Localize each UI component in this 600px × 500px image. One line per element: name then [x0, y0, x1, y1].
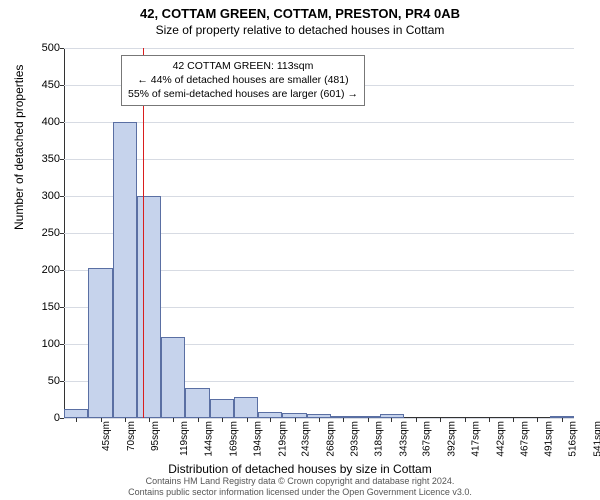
gridline — [64, 48, 574, 49]
ytick-mark — [60, 196, 64, 197]
xtick-label: 243sqm — [301, 421, 312, 457]
chart-subtitle: Size of property relative to detached ho… — [0, 23, 600, 37]
xtick-mark — [537, 418, 538, 422]
xtick-label: 367sqm — [422, 421, 433, 457]
histogram-bar — [64, 409, 88, 418]
xtick-mark — [343, 418, 344, 422]
xtick-mark — [416, 418, 417, 422]
footer-line-2: Contains public sector information licen… — [0, 487, 600, 498]
ytick-label: 450 — [20, 79, 60, 91]
ytick-label: 100 — [20, 338, 60, 350]
histogram-bar — [137, 196, 161, 418]
xtick-label: 169sqm — [228, 421, 239, 457]
histogram-bar — [161, 337, 185, 418]
xtick-mark — [319, 418, 320, 422]
xtick-mark — [76, 418, 77, 422]
ytick-label: 0 — [20, 412, 60, 424]
xtick-mark — [295, 418, 296, 422]
ytick-label: 350 — [20, 153, 60, 165]
plot-area: 05010015020025030035040045050045sqm70sqm… — [64, 48, 574, 418]
xtick-mark — [368, 418, 369, 422]
ytick-mark — [60, 307, 64, 308]
ytick-mark — [60, 122, 64, 123]
xtick-label: 219sqm — [277, 421, 288, 457]
ytick-label: 400 — [20, 116, 60, 128]
title-block: 42, COTTAM GREEN, COTTAM, PRESTON, PR4 0… — [0, 0, 600, 37]
xtick-label: 45sqm — [101, 421, 112, 451]
xtick-mark — [513, 418, 514, 422]
ytick-mark — [60, 270, 64, 271]
histogram-bar — [113, 122, 137, 418]
xtick-mark — [222, 418, 223, 422]
xtick-mark — [562, 418, 563, 422]
xtick-mark — [440, 418, 441, 422]
xtick-mark — [125, 418, 126, 422]
footer-line-1: Contains HM Land Registry data © Crown c… — [0, 476, 600, 487]
xtick-label: 417sqm — [471, 421, 482, 457]
xtick-label: 541sqm — [592, 421, 600, 457]
x-axis-label: Distribution of detached houses by size … — [0, 462, 600, 476]
xtick-label: 467sqm — [520, 421, 531, 457]
ytick-label: 300 — [20, 190, 60, 202]
ytick-mark — [60, 418, 64, 419]
xtick-mark — [489, 418, 490, 422]
ytick-label: 150 — [20, 301, 60, 313]
xtick-label: 318sqm — [374, 421, 385, 457]
ytick-label: 500 — [20, 42, 60, 54]
xtick-label: 442sqm — [495, 421, 506, 457]
xtick-mark — [198, 418, 199, 422]
gridline — [64, 122, 574, 123]
xtick-label: 293sqm — [350, 421, 361, 457]
xtick-label: 491sqm — [543, 421, 554, 457]
annotation-line: 42 COTTAM GREEN: 113sqm — [128, 59, 358, 73]
xtick-mark — [391, 418, 392, 422]
histogram-bar — [234, 397, 258, 418]
ytick-mark — [60, 85, 64, 86]
chart-title: 42, COTTAM GREEN, COTTAM, PRESTON, PR4 0… — [0, 6, 600, 21]
xtick-label: 194sqm — [253, 421, 264, 457]
xtick-label: 268sqm — [325, 421, 336, 457]
annotation-box: 42 COTTAM GREEN: 113sqm← 44% of detached… — [121, 55, 365, 106]
xtick-mark — [149, 418, 150, 422]
xtick-label: 119sqm — [179, 421, 190, 456]
xtick-label: 70sqm — [126, 421, 137, 451]
xtick-label: 516sqm — [568, 421, 579, 457]
histogram-chart: 05010015020025030035040045050045sqm70sqm… — [64, 48, 574, 418]
annotation-line: 55% of semi-detached houses are larger (… — [128, 87, 358, 101]
histogram-bar — [88, 268, 112, 418]
xtick-mark — [173, 418, 174, 422]
xtick-label: 343sqm — [399, 421, 410, 457]
xtick-label: 392sqm — [446, 421, 457, 457]
ytick-mark — [60, 344, 64, 345]
annotation-line: ← 44% of detached houses are smaller (48… — [128, 73, 358, 87]
xtick-mark — [270, 418, 271, 422]
ytick-mark — [60, 381, 64, 382]
ytick-mark — [60, 233, 64, 234]
xtick-label: 95sqm — [150, 421, 161, 451]
ytick-mark — [60, 159, 64, 160]
xtick-mark — [465, 418, 466, 422]
xtick-mark — [101, 418, 102, 422]
ytick-label: 200 — [20, 264, 60, 276]
ytick-label: 250 — [20, 227, 60, 239]
xtick-label: 144sqm — [204, 421, 215, 457]
ytick-label: 50 — [20, 375, 60, 387]
gridline — [64, 159, 574, 160]
attribution-footer: Contains HM Land Registry data © Crown c… — [0, 476, 600, 499]
xtick-mark — [247, 418, 248, 422]
histogram-bar — [210, 399, 234, 418]
ytick-mark — [60, 48, 64, 49]
histogram-bar — [185, 388, 209, 418]
